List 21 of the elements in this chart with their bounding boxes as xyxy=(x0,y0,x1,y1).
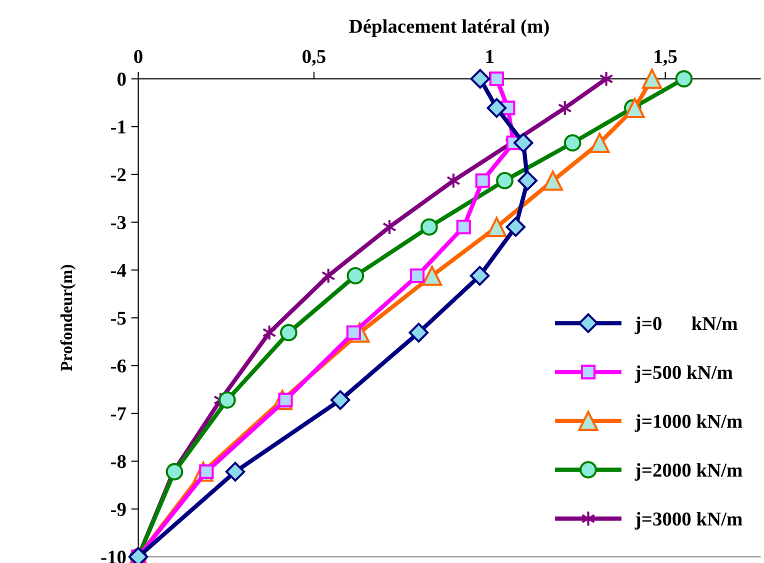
legend-label: j=3000 kN/m xyxy=(634,512,742,530)
legend-label: j=1000 kN/m xyxy=(634,414,742,432)
x-tick-label: 1 xyxy=(486,50,494,63)
y-tick-label: -6 xyxy=(110,359,126,373)
legend-label: j=500 kN/m xyxy=(634,365,733,383)
y-tick-label: -8 xyxy=(110,455,126,468)
y-tick-label: -4 xyxy=(110,264,126,277)
x-tick-label: 1,5 xyxy=(654,50,677,66)
y-tick-label: -2 xyxy=(110,168,126,182)
y-tick-label: -9 xyxy=(110,502,126,516)
y-tick-label: 0 xyxy=(118,72,126,86)
legend-label: j=2000 kN/m xyxy=(634,463,742,481)
y-tick-label: -3 xyxy=(110,216,126,230)
x-tick-label: 0 xyxy=(134,50,142,64)
x-tick-label: 0,5 xyxy=(302,50,326,66)
y-tick-label: -7 xyxy=(110,407,126,420)
y-tick-label: -1 xyxy=(110,120,126,134)
x-axis-title: Déplacement latéral (m) xyxy=(349,19,549,37)
y-axis-title: Profondeur(m) xyxy=(60,265,76,372)
legend-label: j=0 kN/m xyxy=(634,316,738,334)
y-tick-label: -5 xyxy=(110,312,126,325)
